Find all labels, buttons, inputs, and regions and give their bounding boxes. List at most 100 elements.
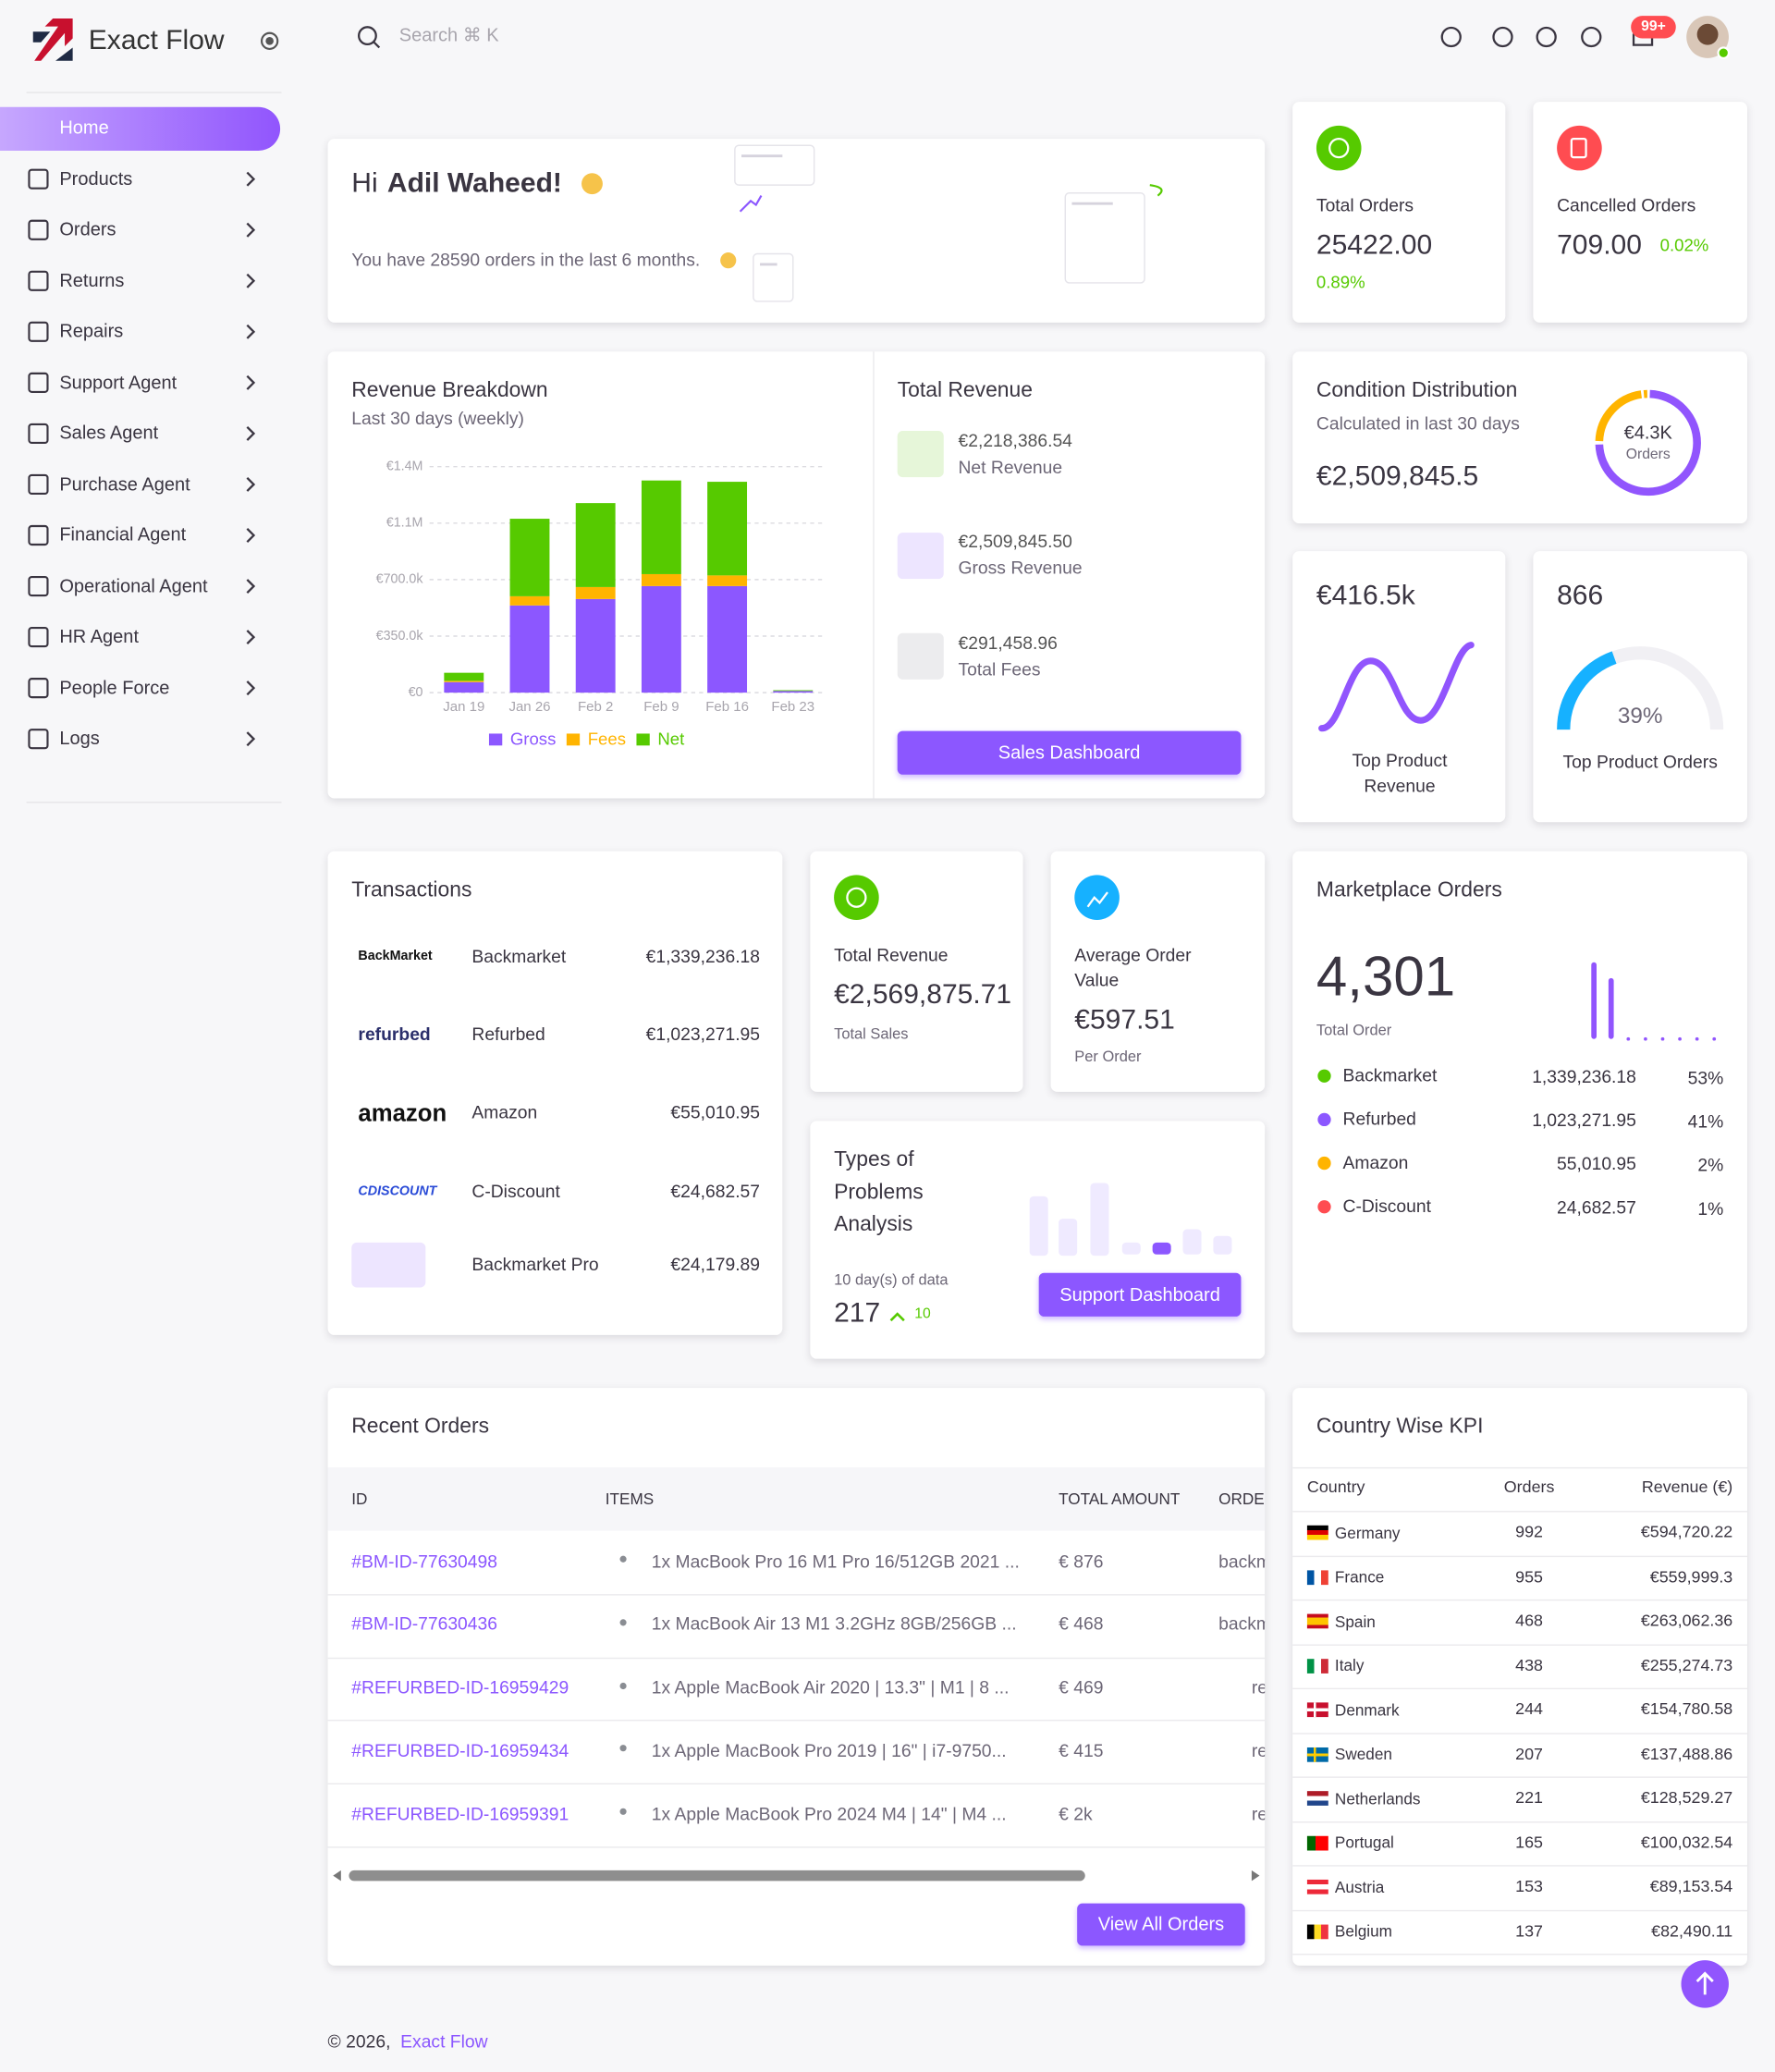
emoji [720, 252, 737, 269]
revenue-label: Gross Revenue [958, 558, 1083, 578]
transaction-amount: €24,179.89 [670, 1254, 761, 1274]
nav-label[interactable]: Products [59, 167, 133, 190]
sales-icon [834, 875, 879, 921]
chevron [246, 579, 256, 595]
order-id[interactable]: #REFURBED-ID-16959434 [351, 1740, 569, 1761]
nav-label[interactable]: People Force [59, 676, 170, 698]
country-flag [1306, 1569, 1328, 1585]
scroll-thumb[interactable] [349, 1870, 1085, 1882]
marketplace-share: 53% [1687, 1067, 1724, 1087]
bar-segment [509, 595, 550, 606]
nav-item[interactable] [0, 258, 280, 303]
country-revenue: €82,490.11 [1651, 1921, 1733, 1941]
nav-label[interactable]: Logs [59, 727, 100, 749]
top-product-value: 866 [1557, 580, 1604, 611]
mini-dot [1678, 1036, 1682, 1041]
country-name: Sweden [1334, 1745, 1392, 1764]
nav-label[interactable]: HR Agent [59, 625, 140, 647]
condition-value: €2,509,845.5 [1316, 460, 1479, 492]
bar-segment [641, 480, 681, 574]
marketplace-amount: 24,682.57 [1557, 1196, 1636, 1218]
search-icon [358, 26, 377, 46]
logo-placeholder [351, 1242, 426, 1288]
x-tick-label: Feb 9 [643, 699, 679, 715]
stat-note: Per Order [1074, 1048, 1142, 1066]
x-tick-label: Feb 23 [771, 699, 814, 715]
search-placeholder[interactable]: Search ⌘ K [398, 24, 499, 45]
legend-dot [1317, 1112, 1331, 1127]
top-product-label: Top Product Revenue [1352, 751, 1448, 796]
button-label[interactable]: Support Dashboard [1059, 1283, 1220, 1306]
country-flag [1306, 1658, 1328, 1674]
support-dashboard-button[interactable] [1038, 1272, 1242, 1317]
bar-segment [641, 573, 681, 586]
legend-label: Fees [588, 729, 626, 749]
transaction-name: Backmarket Pro [471, 1254, 599, 1274]
nav-label[interactable]: Orders [59, 218, 116, 240]
country-orders: 438 [1515, 1655, 1543, 1674]
stat-note: Total Sales [834, 1026, 909, 1043]
greeting: Hi [351, 167, 378, 199]
button-label[interactable]: View All Orders [1097, 1913, 1225, 1934]
nav-label[interactable]: Support Agent [59, 371, 178, 393]
nav-label[interactable]: Home [59, 116, 109, 139]
y-tick-label: €1.1M [386, 516, 423, 531]
order-id[interactable]: #REFURBED-ID-16959391 [351, 1804, 569, 1824]
bar-segment [444, 681, 484, 693]
bar-segment [707, 585, 748, 693]
scroll-top-arrow[interactable] [1695, 1971, 1714, 1995]
button-label[interactable]: Sales Dashboard [998, 742, 1141, 764]
marketplace-logo: amazon [358, 1099, 447, 1126]
order-amount: € 415 [1059, 1740, 1104, 1761]
y-tick-label: €0 [409, 685, 423, 700]
bar-segment [575, 598, 616, 693]
stat-label: Total Revenue [834, 944, 949, 965]
marketplace-name: Backmarket [1342, 1064, 1438, 1085]
mini-dot [1695, 1036, 1699, 1041]
nav-label[interactable]: Operational Agent [59, 574, 208, 596]
nav-label[interactable]: Returns [59, 269, 125, 291]
nav-label[interactable]: Financial Agent [59, 523, 187, 546]
y-tick-label: €1.4M [386, 459, 423, 473]
nav-item[interactable] [0, 207, 280, 252]
country-orders: 153 [1515, 1877, 1543, 1896]
problem-bar [1121, 1242, 1141, 1255]
stat-label: Average Order Value [1074, 945, 1192, 990]
nav-item[interactable] [0, 105, 280, 151]
nav-item[interactable] [0, 310, 280, 355]
icon-glyph [1570, 137, 1587, 159]
country-revenue: €154,780.58 [1640, 1699, 1733, 1719]
sales-dashboard-button[interactable] [897, 730, 1242, 775]
country-name: Portugal [1334, 1833, 1394, 1852]
country-revenue: €255,274.73 [1640, 1655, 1733, 1674]
order-id[interactable]: #REFURBED-ID-16959429 [351, 1677, 569, 1698]
row-divider [1292, 1865, 1747, 1867]
card-subtitle: Last 30 days (weekly) [351, 408, 524, 428]
nav-icon [28, 473, 49, 496]
row-divider [1292, 1554, 1747, 1557]
country-revenue: €128,529.27 [1640, 1788, 1733, 1808]
nav-label[interactable]: Purchase Agent [59, 472, 190, 495]
order-id[interactable]: #BM-ID-77630436 [351, 1614, 498, 1635]
row-divider [327, 1593, 1266, 1596]
revenue-card [327, 351, 1266, 799]
bar-segment [444, 680, 484, 682]
country-flag [1306, 1747, 1328, 1761]
view-all-button[interactable] [1077, 1903, 1245, 1946]
row-divider [1292, 1776, 1747, 1778]
bar-segment [509, 605, 550, 693]
bullet [619, 1619, 627, 1626]
revenue-label: Net Revenue [958, 457, 1063, 477]
footer-link[interactable]: Exact Flow [400, 2030, 488, 2052]
nav-label[interactable]: Sales Agent [59, 422, 159, 444]
bullet [619, 1555, 627, 1563]
nav-item[interactable] [0, 615, 280, 660]
nav-active-pill [0, 106, 281, 151]
card-title: Types of Problems Analysis [834, 1148, 924, 1236]
nav-label[interactable]: Repairs [59, 320, 124, 342]
order-id[interactable]: #BM-ID-77630498 [351, 1551, 498, 1572]
nav-item[interactable] [0, 717, 280, 762]
order-amount: € 469 [1059, 1677, 1104, 1698]
gauge-value [1557, 651, 1617, 730]
nav-item[interactable] [0, 156, 280, 202]
